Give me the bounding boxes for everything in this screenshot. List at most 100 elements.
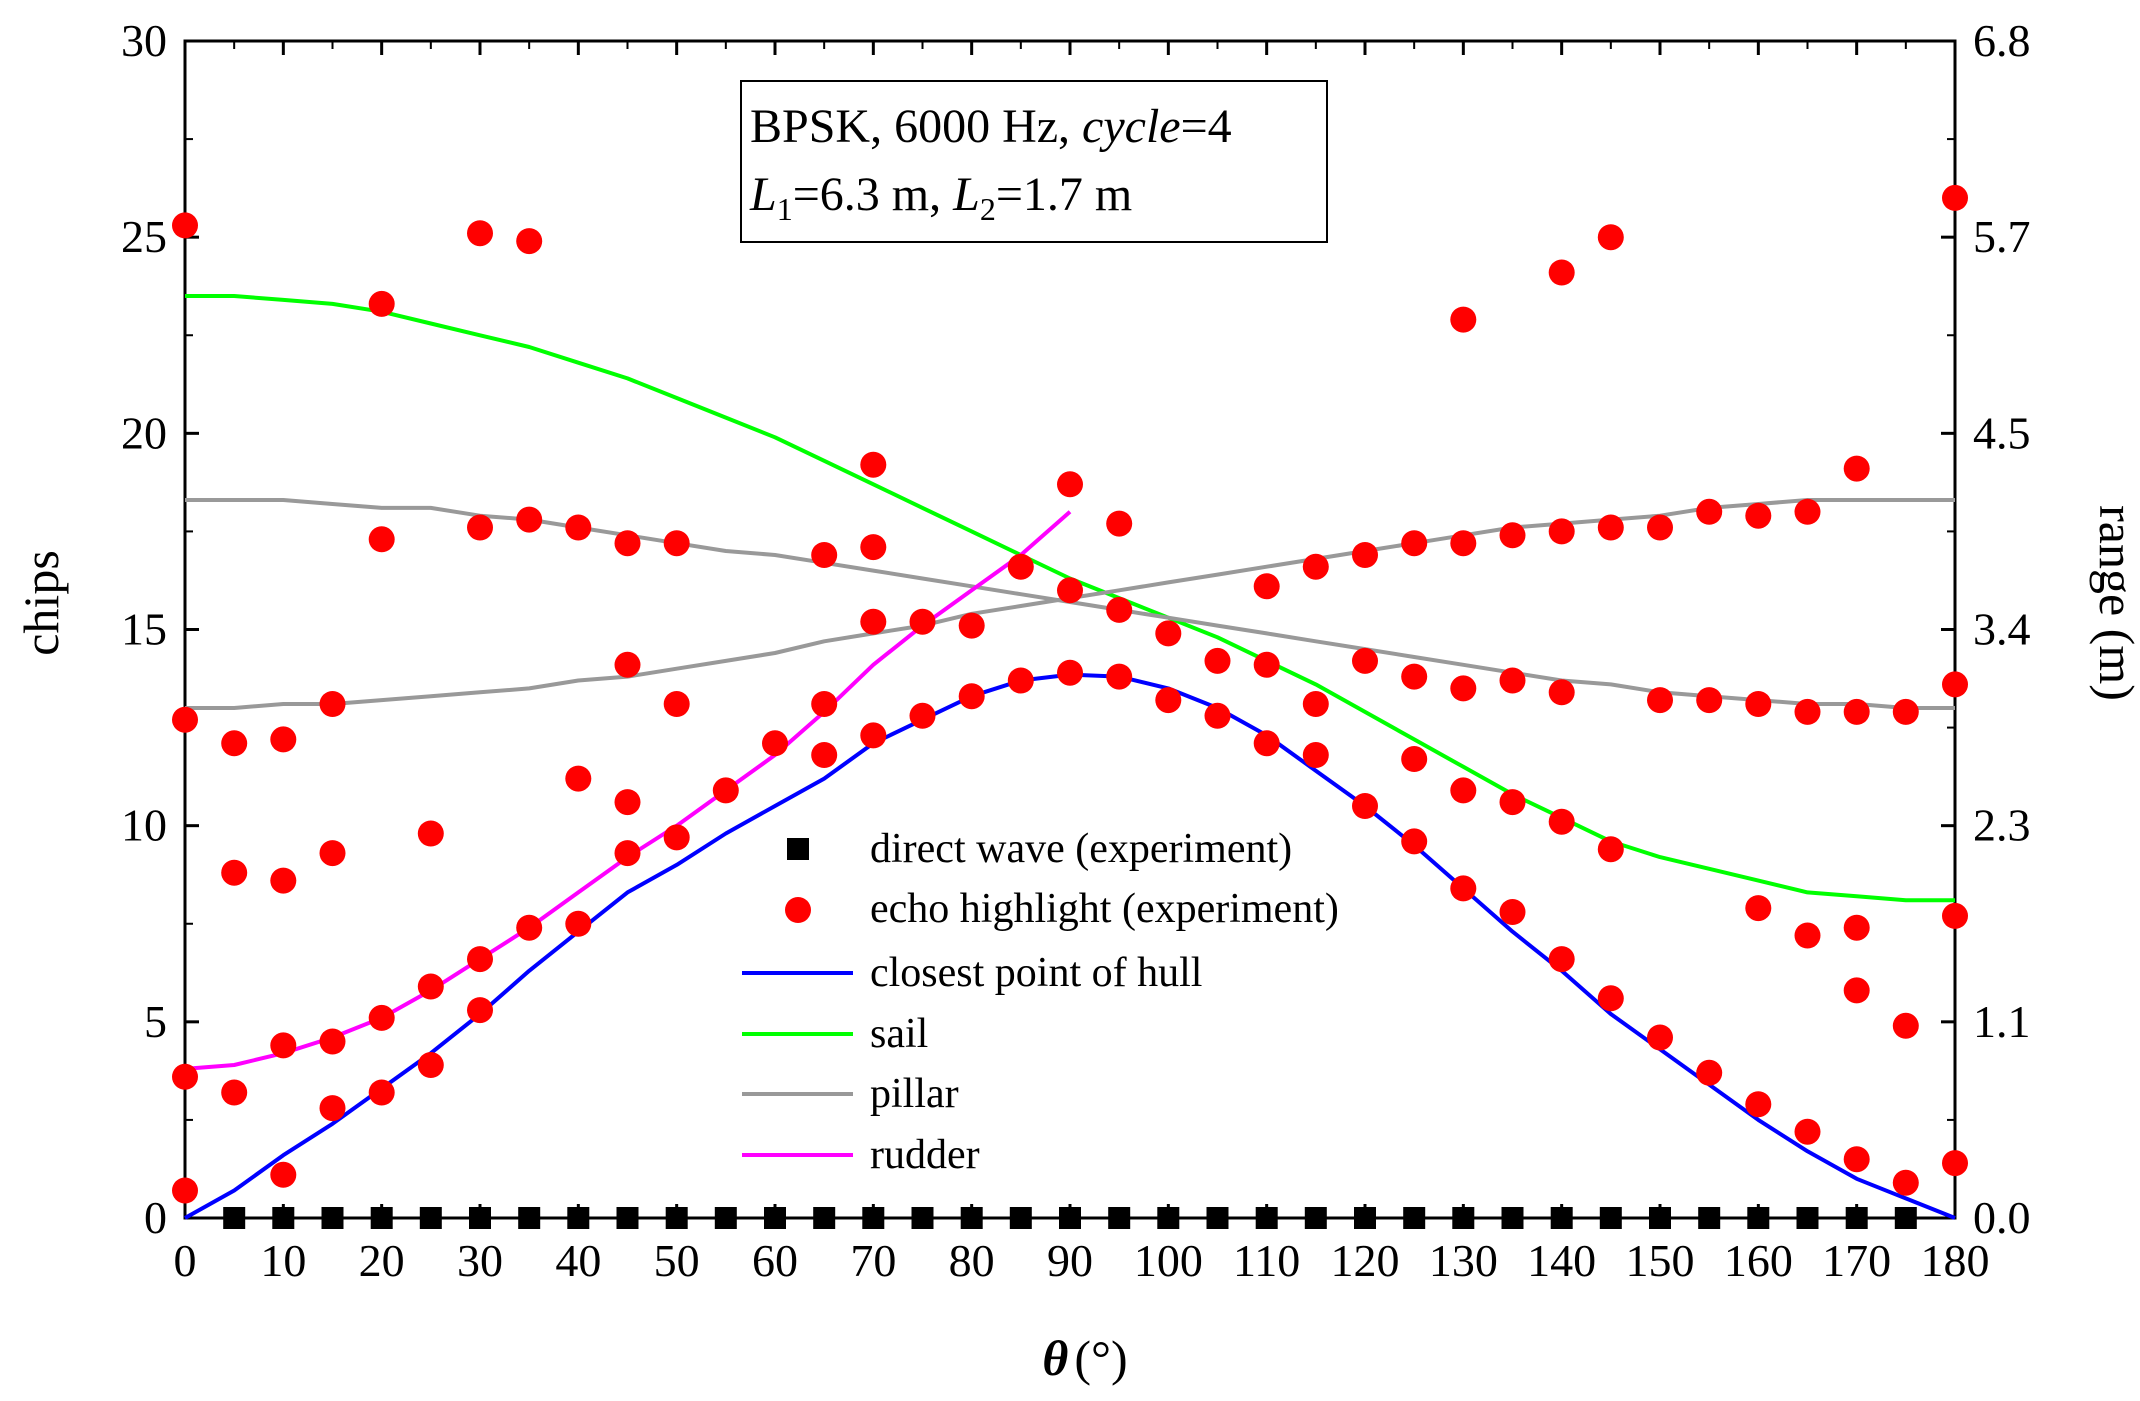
- echo-highlight-point: [958, 612, 985, 639]
- echo-highlight-point: [1696, 498, 1723, 525]
- direct-wave-point: [960, 1207, 983, 1229]
- direct-wave-point: [1894, 1207, 1917, 1229]
- x-tick-label: 10: [260, 1235, 306, 1286]
- x-tick-label: 180: [1921, 1235, 1990, 1286]
- x-tick-label: 80: [949, 1235, 995, 1286]
- echo-highlight-point: [1253, 573, 1280, 600]
- annotation-line-2: L1=6.3 m, L2=1.7 m: [749, 168, 1132, 227]
- echo-highlight-point: [958, 683, 985, 710]
- echo-highlight-point: [1892, 1012, 1919, 1039]
- direct-wave-point: [370, 1207, 393, 1229]
- echo-highlight-point: [860, 534, 887, 561]
- echo-highlight-point: [1597, 985, 1624, 1012]
- annotation-box: BPSK, 6000 Hz, cycle=4 L1=6.3 m, L2=1.7 …: [740, 80, 1328, 243]
- echo-highlight-point: [1647, 514, 1673, 541]
- legend-label-hull: closest point of hull: [870, 950, 1202, 996]
- direct-wave-point: [1845, 1207, 1868, 1229]
- direct-wave-point: [714, 1207, 737, 1229]
- direct-wave-point: [518, 1207, 541, 1229]
- direct-wave-point: [272, 1207, 295, 1229]
- echo-highlight-point: [467, 220, 493, 247]
- direct-wave-point: [1649, 1207, 1671, 1229]
- echo-highlight-point: [270, 1161, 297, 1188]
- direct-wave-point: [1796, 1207, 1819, 1229]
- echo-highlight-point: [1155, 687, 1182, 714]
- legend-marker-echo-highlight: [785, 897, 811, 923]
- echo-highlight-point: [172, 1177, 198, 1204]
- x-axis-symbol: θ: [1042, 1330, 1068, 1386]
- echo-highlight-point: [614, 840, 641, 867]
- echo-highlight-point: [811, 742, 838, 768]
- echo-highlight-point: [319, 840, 346, 867]
- echo-highlight-point: [1843, 1146, 1870, 1173]
- echo-highlight-point: [811, 542, 838, 568]
- echo-highlight-point: [319, 1095, 346, 1122]
- echo-highlight-point: [1892, 1169, 1919, 1196]
- echo-highlight-point: [1696, 1059, 1723, 1086]
- direct-wave-point: [1452, 1207, 1475, 1229]
- y2-tick-label: 3.4: [1973, 604, 2031, 655]
- series-layer: [172, 184, 1968, 1229]
- echo-highlight-point: [1597, 514, 1624, 541]
- annotation-prefix: BPSK, 6000 Hz,: [750, 100, 1082, 153]
- echo-highlight-point: [909, 608, 936, 635]
- echo-highlight-point: [1794, 698, 1821, 725]
- echo-highlight-point: [1450, 306, 1477, 333]
- y2-tick-label: 0.0: [1973, 1192, 2031, 1243]
- echo-highlight-point: [270, 1032, 297, 1059]
- x-tick-label: 90: [1047, 1235, 1093, 1286]
- direct-wave-point: [1206, 1207, 1229, 1229]
- direct-wave-point: [567, 1207, 590, 1229]
- echo-highlight-point: [1007, 667, 1034, 694]
- legend-label-pillar: pillar: [870, 1071, 959, 1117]
- y2-tick-label: 5.7: [1973, 211, 2031, 262]
- echo-highlight-point: [319, 1028, 346, 1055]
- echo-highlight-point: [368, 290, 395, 317]
- annotation-l1-var: L: [749, 168, 777, 221]
- y2-axis-title: range (m): [2089, 505, 2140, 701]
- y2-axis-ticks: 0.0 1.1 2.3 3.4 4.5 5.7 6.8: [1941, 15, 2031, 1243]
- echo-highlight-point: [1253, 730, 1280, 757]
- echo-highlight-point: [1499, 522, 1526, 549]
- echo-highlight-point: [860, 451, 887, 478]
- legend-label-echo-highlight: echo highlight (experiment): [870, 886, 1339, 932]
- series-line-closest-point-of-hull: [184, 672, 1956, 1220]
- echo-highlight-point: [762, 730, 788, 757]
- y-tick-label: 10: [121, 800, 167, 851]
- echo-highlight-point: [1597, 836, 1624, 863]
- x-tick-label: 30: [457, 1235, 503, 1286]
- echo-highlight-point: [811, 691, 838, 717]
- echo-highlight-point: [860, 722, 887, 749]
- echo-highlight-point: [1942, 671, 1968, 698]
- echo-highlight-point: [467, 946, 493, 973]
- direct-wave-point: [1747, 1207, 1770, 1229]
- echo-highlight-point: [516, 506, 543, 533]
- direct-wave-point: [862, 1207, 885, 1229]
- echo-highlight-point: [1647, 687, 1673, 714]
- echo-highlight-point: [1499, 667, 1526, 694]
- x-tick-label: 40: [555, 1235, 601, 1286]
- direct-wave-point: [1009, 1207, 1032, 1229]
- y-tick-label: 30: [121, 15, 167, 66]
- echo-highlight-point: [368, 1004, 395, 1031]
- echo-highlight-point: [1204, 647, 1231, 674]
- legend-marker-direct-wave: [787, 838, 809, 860]
- x-tick-label: 20: [359, 1235, 405, 1286]
- echo-highlight-point: [221, 730, 248, 757]
- echo-highlight-point: [1450, 675, 1477, 702]
- echo-highlight-point: [1892, 698, 1919, 725]
- direct-wave-point: [1501, 1207, 1524, 1229]
- echo-highlight-point: [1352, 793, 1378, 819]
- direct-wave-point: [419, 1207, 442, 1229]
- direct-wave-point: [1304, 1207, 1327, 1229]
- direct-wave-point: [813, 1207, 836, 1229]
- echo-highlight-point: [1499, 899, 1526, 925]
- echo-highlight-point: [712, 777, 739, 804]
- echo-highlight-point: [1942, 1150, 1968, 1177]
- echo-highlight-point: [565, 514, 592, 541]
- echo-highlight-point: [1057, 659, 1083, 686]
- echo-highlight-point: [1843, 698, 1870, 725]
- echo-highlight-point: [1647, 1024, 1673, 1051]
- echo-highlight-point: [1794, 922, 1821, 949]
